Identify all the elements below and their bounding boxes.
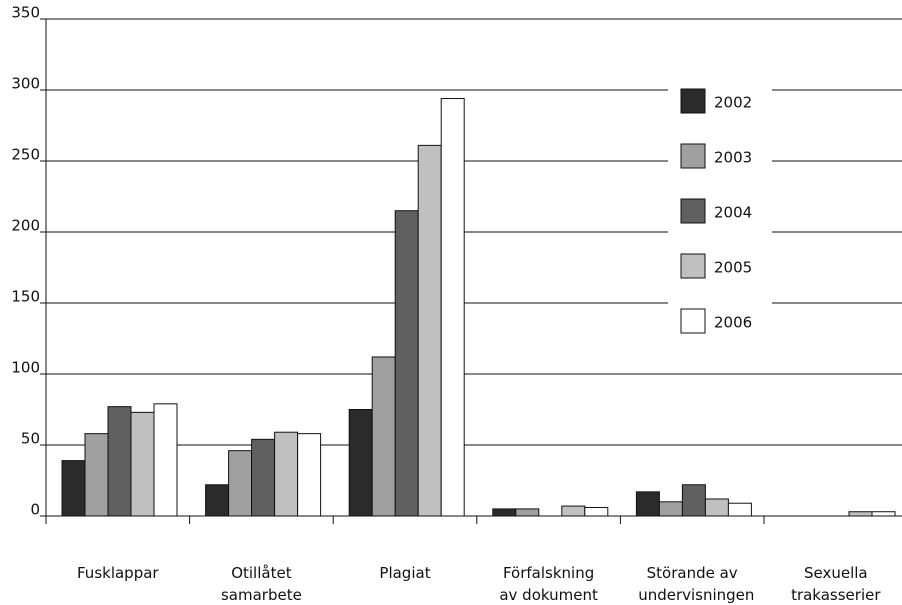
bar	[417, 144, 442, 517]
y-tick-label: 0	[30, 501, 40, 519]
bar	[130, 411, 155, 517]
legend-swatch	[680, 88, 706, 114]
bar	[681, 484, 706, 517]
bar	[492, 508, 517, 517]
y-tick-label: 200	[11, 217, 40, 235]
legend-swatch	[680, 308, 706, 334]
bar	[84, 433, 109, 517]
y-tick-label: 100	[11, 359, 40, 377]
bar	[61, 460, 86, 517]
bar	[515, 508, 540, 517]
y-tick-label: 50	[21, 430, 40, 448]
y-tick-label: 300	[11, 75, 40, 93]
legend-label: 2003	[714, 149, 752, 167]
x-tick-label: Förfalskning av dokument	[499, 564, 598, 604]
bar	[584, 506, 609, 517]
bar	[251, 438, 276, 517]
bar	[561, 505, 586, 517]
legend-label: 2004	[714, 204, 752, 222]
bar	[274, 431, 299, 517]
bar	[348, 409, 373, 517]
x-tick-label: Plagiat	[379, 564, 431, 582]
x-tick-label: Sexuella trakasserier	[791, 564, 881, 604]
y-tick-label: 350	[11, 4, 40, 22]
legend-label: 2002	[714, 94, 752, 112]
x-tick-label: Störande av undervisningen	[638, 564, 755, 604]
bar	[704, 498, 729, 517]
x-tick-label: Fusklappar	[77, 564, 159, 582]
bar	[228, 450, 253, 517]
legend-swatch	[680, 198, 706, 224]
bar	[848, 511, 873, 517]
bar	[371, 356, 396, 517]
bar	[205, 484, 230, 517]
bar	[153, 403, 178, 517]
y-tick-label: 150	[11, 288, 40, 306]
legend-label: 2005	[714, 259, 752, 277]
bar	[297, 433, 322, 517]
bar	[727, 502, 752, 517]
bar	[658, 501, 683, 517]
bar	[394, 210, 419, 517]
bar	[635, 491, 660, 517]
legend-swatch	[680, 253, 706, 279]
bar	[107, 406, 132, 517]
legend-label: 2006	[714, 314, 752, 332]
legend-swatch	[680, 143, 706, 169]
bar	[871, 511, 896, 517]
x-tick-label: Otillåtet samarbete	[220, 564, 302, 604]
y-tick-label: 250	[11, 146, 40, 164]
bar	[440, 98, 465, 517]
